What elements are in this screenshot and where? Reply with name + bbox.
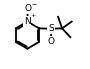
Text: −: − [31, 1, 36, 6]
Text: +: + [31, 13, 36, 18]
Text: O: O [48, 37, 55, 46]
Text: N: N [24, 17, 31, 26]
Text: S: S [48, 24, 54, 33]
Text: O: O [24, 4, 31, 13]
